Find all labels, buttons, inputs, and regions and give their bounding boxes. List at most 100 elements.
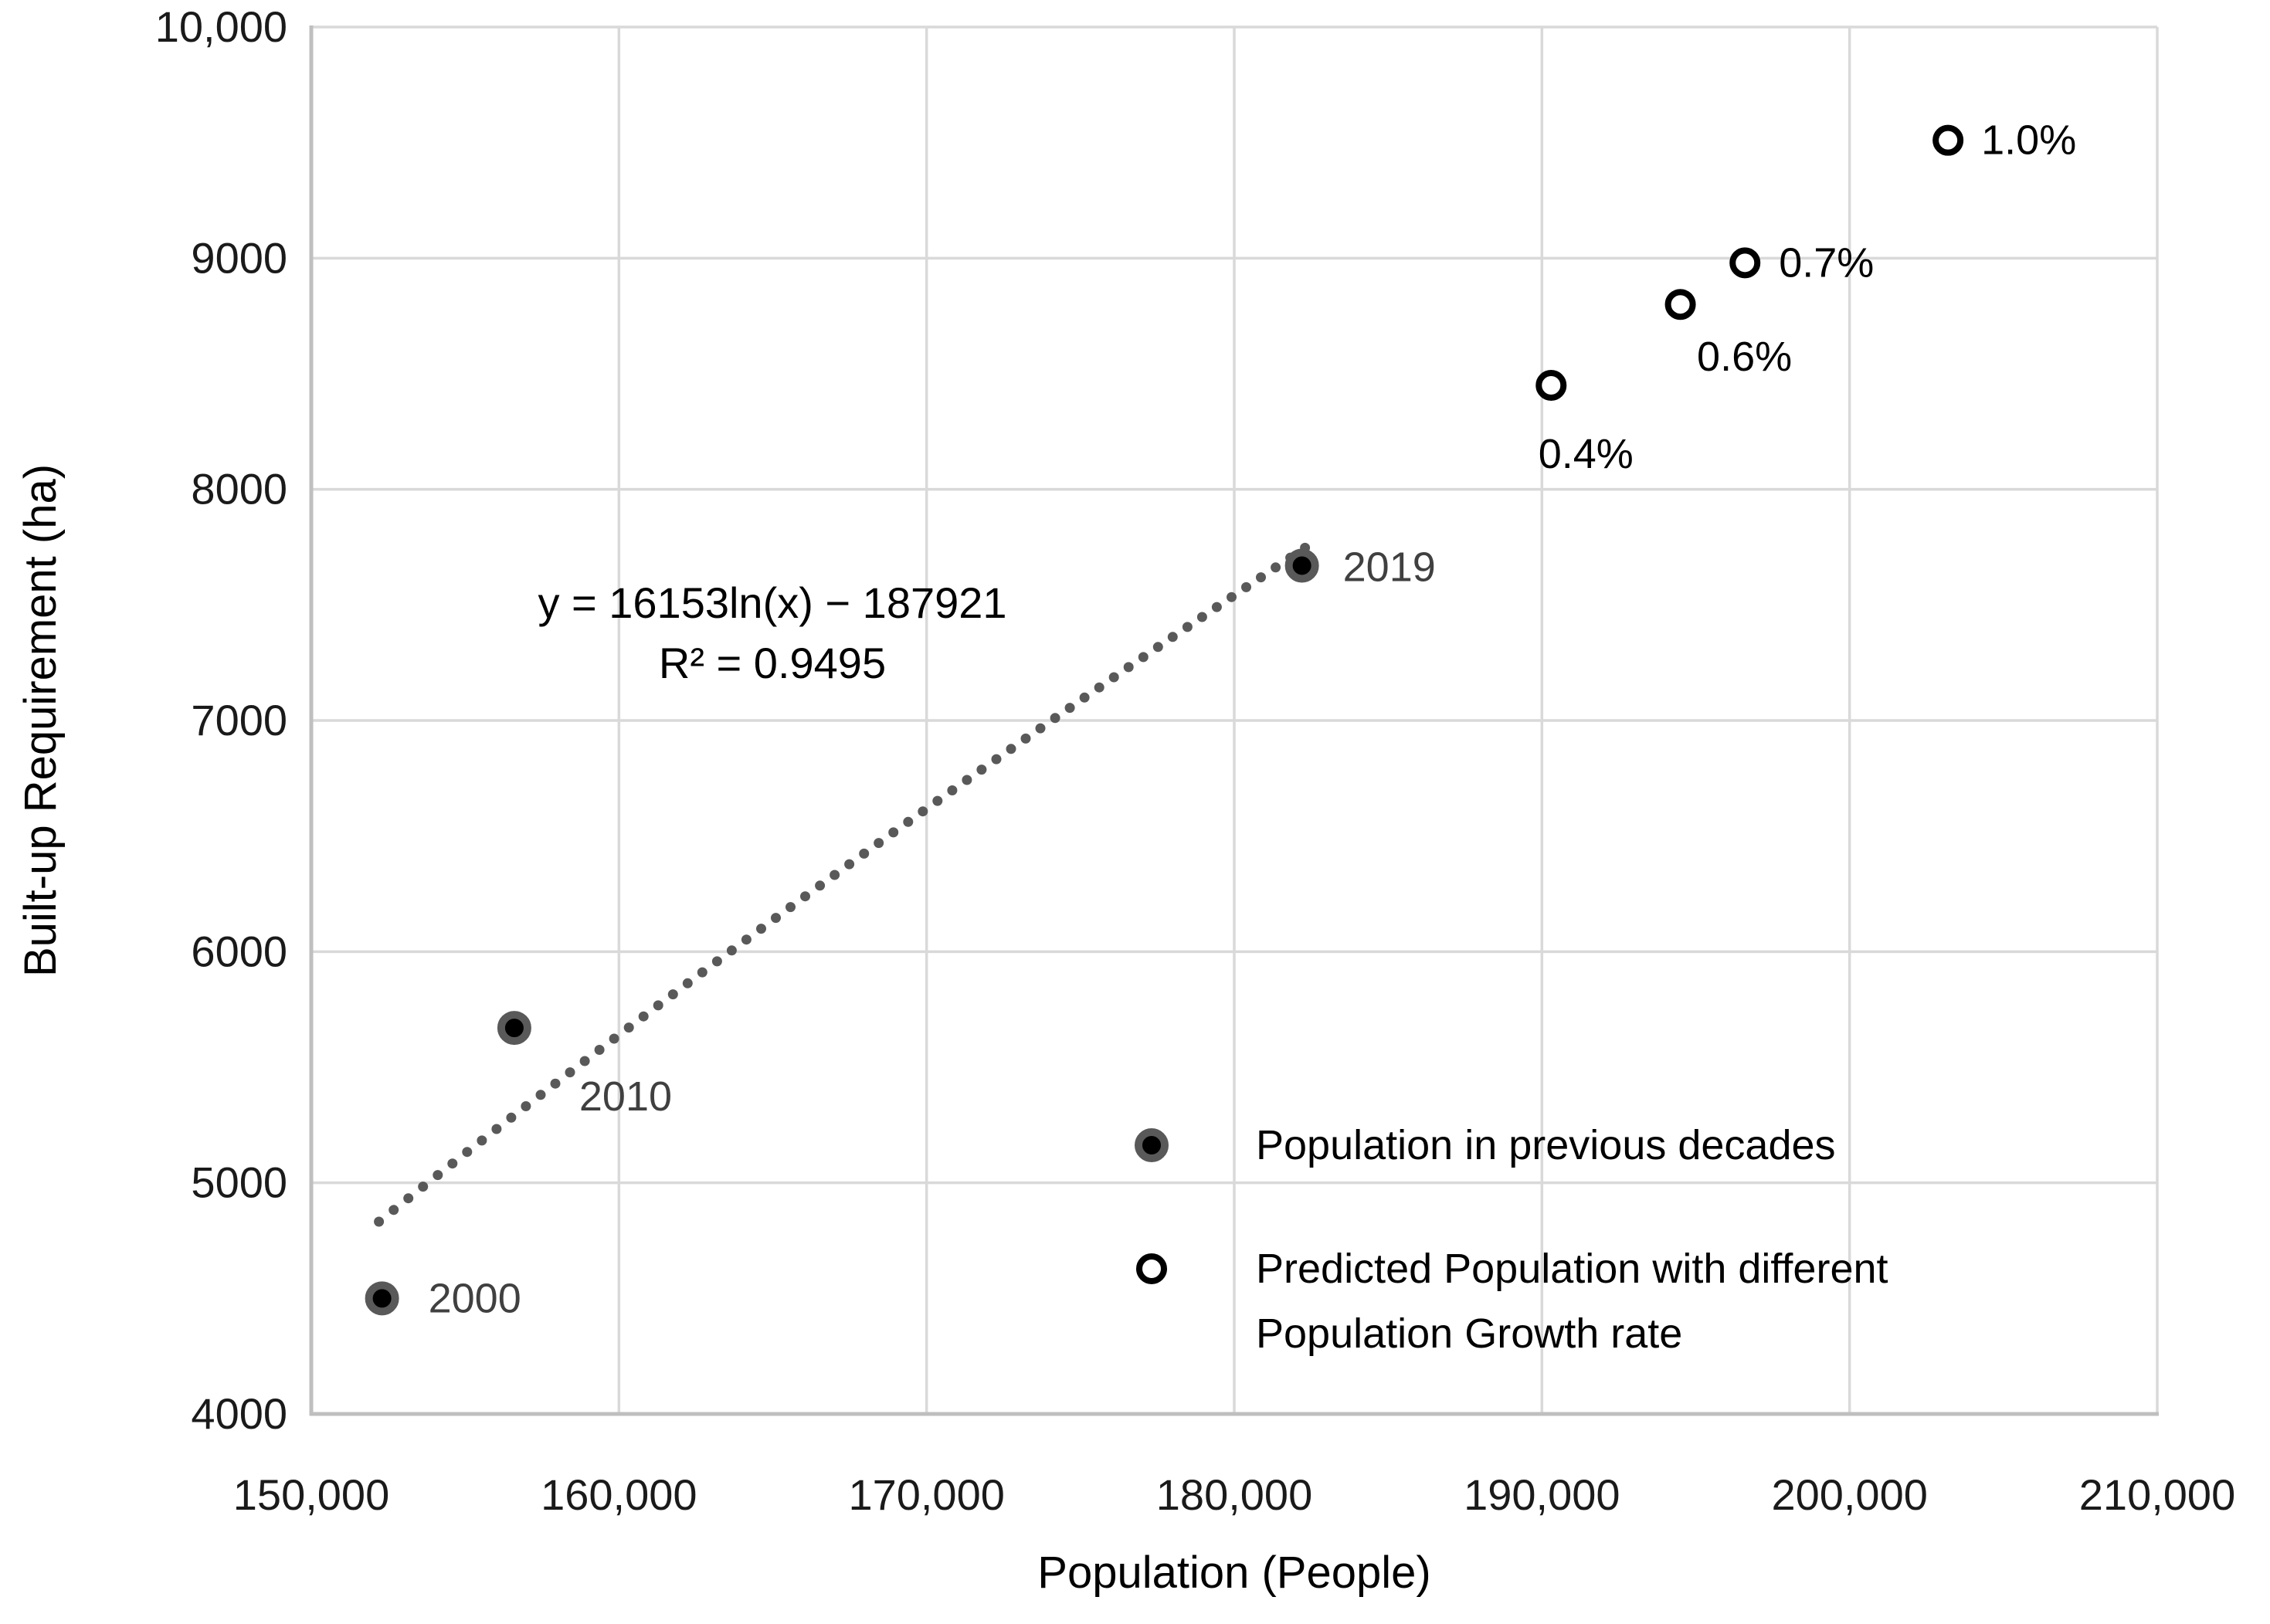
- trendline-r-squared: R² = 0.9495: [659, 639, 886, 687]
- legend-label-predicted-line1: Predicted Population with different: [1256, 1246, 1888, 1292]
- trendline-dot: [653, 1000, 663, 1011]
- y-tick-label-9000: 9000: [191, 233, 287, 282]
- data-point-label-0.6%: 0.6%: [1697, 334, 1792, 380]
- y-tick-label-7000: 7000: [191, 696, 287, 744]
- x-tick-label-210000: 210,000: [2079, 1470, 2235, 1519]
- trendline-dot: [1108, 672, 1119, 683]
- axis-lines: [309, 25, 2159, 1416]
- data-point-2010: [497, 1011, 531, 1046]
- data-point-0.7%: [1729, 247, 1761, 279]
- trendline-dot: [903, 816, 914, 827]
- trendline-dot: [1138, 652, 1149, 663]
- x-tick-label-190000: 190,000: [1464, 1470, 1620, 1519]
- trendline-dot: [667, 989, 678, 1000]
- data-point-label-0.7%: 0.7%: [1779, 239, 1874, 286]
- trendline-dot: [1050, 713, 1060, 724]
- trendline-dot: [918, 806, 928, 817]
- trendline-dot: [682, 978, 693, 988]
- trendline-dot: [1064, 703, 1075, 714]
- trendline-dotted: [374, 542, 1311, 1227]
- trendline-dot: [1123, 662, 1134, 673]
- trendline-dot: [844, 859, 855, 870]
- trendline-dot: [462, 1147, 473, 1158]
- trendline-dot: [477, 1135, 487, 1146]
- data-point-label-1.0%: 1.0%: [1981, 117, 2076, 164]
- y-tick-label-10000: 10,000: [155, 2, 287, 51]
- trendline-dot: [1020, 733, 1031, 744]
- trendline-dot: [1152, 642, 1163, 653]
- trendline-dot: [711, 956, 722, 967]
- y-tick-label-6000: 6000: [191, 927, 287, 975]
- trendline-dot: [1211, 602, 1222, 612]
- data-point-label-2019: 2019: [1343, 544, 1436, 590]
- trendline-dot: [1006, 744, 1016, 754]
- trendline-dot: [697, 967, 707, 978]
- trendline-dot: [1241, 581, 1251, 592]
- trendline-dot: [565, 1067, 575, 1078]
- x-tick-label-200000: 200,000: [1771, 1470, 1927, 1519]
- data-point-label-0.4%: 0.4%: [1539, 431, 1634, 477]
- data-point-label-2010: 2010: [579, 1073, 672, 1120]
- y-tick-label-5000: 5000: [191, 1158, 287, 1207]
- data-point-2000: [365, 1281, 399, 1316]
- trendline-dot: [389, 1205, 399, 1215]
- trendline-dot: [403, 1193, 414, 1204]
- trendline-dot: [1079, 692, 1090, 703]
- legend-label-predicted-line2: Population Growth rate: [1256, 1310, 1682, 1357]
- trendline-dot: [638, 1011, 649, 1022]
- trendline-dot: [594, 1045, 605, 1055]
- legend-marker-open-circle: [1136, 1253, 1167, 1284]
- x-tick-label-150000: 150,000: [233, 1470, 389, 1519]
- data-point-0.4%: [1535, 369, 1567, 401]
- y-axis-title: Built-up Requirement (ha): [15, 464, 66, 977]
- data-point-1.0%: [1932, 124, 1964, 156]
- trendline-dot: [800, 891, 810, 902]
- trendline-dot: [830, 870, 840, 880]
- trendline-dot: [947, 785, 958, 795]
- legend: Population in previous decades Predicted…: [1135, 1122, 1888, 1357]
- trendline-dot: [491, 1124, 502, 1134]
- trendline-dot: [550, 1078, 561, 1089]
- trendline-dot: [859, 848, 870, 859]
- trendline-dot: [874, 838, 884, 849]
- trendline-dot: [815, 880, 826, 891]
- trendline-dot: [1271, 562, 1281, 573]
- data-point-0.6%: [1664, 289, 1696, 320]
- trendline-dot: [433, 1170, 443, 1181]
- y-tick-label-8000: 8000: [191, 465, 287, 514]
- legend-label-previous-decades: Population in previous decades: [1256, 1122, 1836, 1168]
- trendline-dot: [623, 1022, 634, 1033]
- trendline-dot: [1182, 622, 1193, 632]
- x-tick-label-170000: 170,000: [848, 1470, 1004, 1519]
- data-points: 2000 2010 2019 0.4% 0.6% 0.7% 1.0%: [365, 117, 2076, 1321]
- trendline-dot: [888, 827, 899, 838]
- trendline-dot: [1196, 612, 1207, 622]
- trendline-dot: [771, 913, 781, 924]
- trendline-dot: [1094, 682, 1104, 693]
- trendline-dot: [1167, 632, 1178, 642]
- trendline-dot: [535, 1090, 546, 1100]
- trendline-dot: [741, 934, 752, 945]
- trendline-dot: [521, 1101, 531, 1111]
- trendline-dot: [786, 902, 796, 913]
- x-axis-title: Population (People): [1037, 1548, 1430, 1598]
- trendline-dot: [932, 795, 943, 806]
- trendline-dot: [976, 765, 987, 775]
- trendline-dot: [1035, 723, 1046, 734]
- legend-marker-filled-circle: [1135, 1128, 1169, 1162]
- trendline-dot: [726, 945, 737, 956]
- trendline-dot: [1256, 572, 1266, 583]
- trendline-dot: [756, 924, 766, 934]
- tick-labels: 150,000 160,000 170,000 180,000 190,000 200,0…: [155, 2, 2236, 1519]
- trendline-dot: [609, 1033, 619, 1044]
- x-tick-label-180000: 180,000: [1156, 1470, 1312, 1519]
- data-point-2019: [1284, 548, 1319, 583]
- trendline-equation: y = 16153ln(x) − 187921: [538, 578, 1006, 627]
- gridlines: [311, 25, 2159, 1414]
- trendline-dot: [447, 1158, 458, 1169]
- trendline-dot: [1227, 592, 1237, 602]
- data-point-label-2000: 2000: [429, 1275, 521, 1321]
- x-tick-label-160000: 160,000: [541, 1470, 697, 1519]
